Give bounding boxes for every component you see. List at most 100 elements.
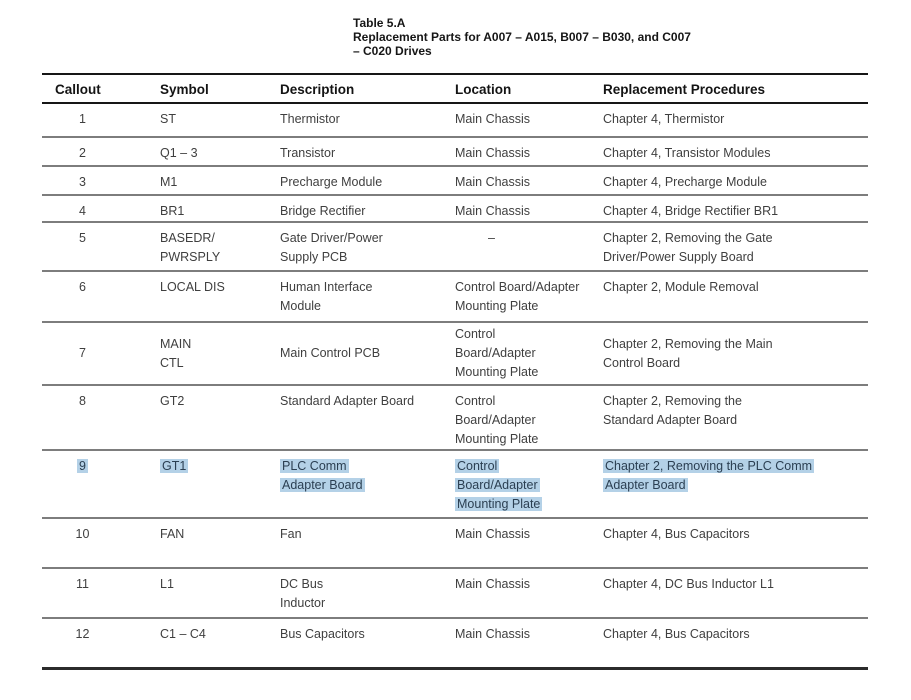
cell-procedures: Chapter 2, Removing the Standard Adapter … xyxy=(603,385,868,450)
highlighted-text: 9 xyxy=(77,459,88,473)
cell-symbol: GT1 xyxy=(160,450,280,518)
highlighted-text: PLC Comm xyxy=(280,459,349,473)
cell-procedures: Chapter 4, Thermistor xyxy=(603,103,868,137)
cell-text: Chapter 4, Bus Capacitors xyxy=(603,627,750,641)
cell-text: Mounting Plate xyxy=(455,299,539,313)
cell-text: 2 xyxy=(79,146,86,160)
cell-procedures: Chapter 4, Transistor Modules xyxy=(603,137,868,166)
cell-text: Control xyxy=(455,394,496,408)
cell-text: DC Bus xyxy=(280,577,324,591)
cell-location: Main Chassis xyxy=(455,166,603,195)
table-title: Table 5.A Replacement Parts for A007 – A… xyxy=(353,16,691,58)
cell-location: Control Board/Adapter Mounting Plate xyxy=(455,322,603,385)
cell-location: Control Board/Adapter Mounting Plate xyxy=(455,450,603,518)
column-header-description: Description xyxy=(280,74,455,104)
cell-text: 10 xyxy=(75,527,90,541)
highlighted-text: Adapter Board xyxy=(603,478,688,492)
cell-text: Chapter 2, Removing the Gate xyxy=(603,231,773,245)
cell-text: 6 xyxy=(79,280,86,294)
cell-callout: 6 xyxy=(42,271,160,322)
cell-description: Main Control PCB xyxy=(280,322,455,385)
cell-text: Standard Adapter Board xyxy=(280,394,415,408)
cell-text: FAN xyxy=(160,527,185,541)
cell-text: Fan xyxy=(280,527,302,541)
cell-text: 7 xyxy=(79,346,86,360)
highlighted-text: Chapter 2, Removing the PLC Comm xyxy=(603,459,815,473)
column-header-location: Location xyxy=(455,74,603,104)
cell-description: Bus Capacitors xyxy=(280,618,455,668)
cell-location: – xyxy=(455,222,603,271)
cell-description: DC Bus Inductor xyxy=(280,568,455,618)
cell-text: Supply PCB xyxy=(280,250,348,264)
cell-description: Fan xyxy=(280,518,455,568)
cell-text: Control Board xyxy=(603,355,681,370)
cell-procedures: Chapter 2, Module Removal xyxy=(603,271,868,322)
cell-text: Gate Driver/Power xyxy=(280,231,383,245)
cell-text: Bridge Rectifier xyxy=(280,204,366,218)
table-row: 6 LOCAL DIS Human Interface Module Control B… xyxy=(42,271,868,322)
cell-text: PWRSPLY xyxy=(160,250,221,264)
cell-text: 5 xyxy=(79,231,86,245)
cell-callout: 10 xyxy=(42,518,160,568)
table-row: 7 MAIN CTL Main Control PCB Control Board/Ada… xyxy=(42,322,868,385)
cell-callout: 2 xyxy=(42,137,160,166)
cell-text: Inductor xyxy=(280,596,326,610)
cell-text: Main Chassis xyxy=(455,112,531,126)
cell-procedures: Chapter 4, Bus Capacitors xyxy=(603,618,868,668)
cell-text: Chapter 4, Bridge Rectifier BR1 xyxy=(603,204,779,218)
cell-text: M1 xyxy=(160,175,178,189)
cell-procedures: Chapter 4, Bus Capacitors xyxy=(603,518,868,568)
highlighted-text: Board/Adapter xyxy=(455,478,540,492)
parts-table-body: 1 ST Thermistor Main Chassis Chapter 4, Ther… xyxy=(42,103,868,668)
cell-text: 12 xyxy=(75,627,90,641)
column-header-symbol: Symbol xyxy=(160,74,280,104)
table-row: 8 GT2 Standard Adapter Board Control Board/A… xyxy=(42,385,868,450)
highlighted-text: Adapter Board xyxy=(280,478,365,492)
cell-callout: 12 xyxy=(42,618,160,668)
cell-text: GT2 xyxy=(160,394,185,408)
cell-text: Control xyxy=(455,327,496,341)
cell-description: Standard Adapter Board xyxy=(280,385,455,450)
cell-procedures: Chapter 4, DC Bus Inductor L1 xyxy=(603,568,868,618)
cell-text: Main Chassis xyxy=(455,577,531,591)
cell-text: Board/Adapter xyxy=(455,346,536,360)
table-row: 12 C1 – C4 Bus Capacitors Main Chassis Chapt… xyxy=(42,618,868,668)
cell-text: Bus Capacitors xyxy=(280,627,365,641)
cell-symbol: MAIN CTL xyxy=(160,322,280,385)
cell-text: Precharge Module xyxy=(280,175,383,189)
cell-text: Transistor xyxy=(280,146,336,160)
cell-symbol: GT2 xyxy=(160,385,280,450)
cell-callout: 5 xyxy=(42,222,160,271)
cell-callout: 9 xyxy=(42,450,160,518)
cell-text: Chapter 2, Removing the xyxy=(603,394,742,408)
cell-symbol: FAN xyxy=(160,518,280,568)
cell-symbol: L1 xyxy=(160,568,280,618)
cell-symbol: BASEDR/PWRSPLY xyxy=(160,222,280,271)
cell-symbol: C1 – C4 xyxy=(160,618,280,668)
cell-text: Mounting Plate xyxy=(455,432,539,446)
table-row: 2 Q1 – 3 Transistor Main Chassis Chapter 4, … xyxy=(42,137,868,166)
highlighted-text: Mounting Plate xyxy=(455,497,543,511)
cell-text: – xyxy=(488,231,495,245)
cell-text: Chapter 4, Transistor Modules xyxy=(603,146,771,160)
cell-text: BR1 xyxy=(160,204,185,218)
table-row-selected: 9 GT1 PLC Comm Adapter Board Control Board/Ad… xyxy=(42,450,868,518)
cell-description: Gate Driver/Power Supply PCB xyxy=(280,222,455,271)
table-title-line-2: Replacement Parts for A007 – A015, B007 … xyxy=(353,30,691,44)
cell-description: Bridge Rectifier xyxy=(280,195,455,222)
cell-text: ST xyxy=(160,112,176,126)
table-row: 3 M1 Precharge Module Main Chassis Chapter 4… xyxy=(42,166,868,195)
table-row: 10 FAN Fan Main Chassis Chapter 4, Bus Capac… xyxy=(42,518,868,568)
cell-location: Main Chassis xyxy=(455,103,603,137)
cell-text: BASEDR/ xyxy=(160,231,215,245)
cell-text: Chapter 4, Precharge Module xyxy=(603,175,767,189)
cell-procedures: Chapter 4, Precharge Module xyxy=(603,166,868,195)
cell-text: Module xyxy=(280,299,321,313)
cell-text: 3 xyxy=(79,175,86,189)
cell-location: Control Board/Adapter Mounting Plate xyxy=(455,385,603,450)
cell-text: Main Control PCB xyxy=(280,346,381,360)
cell-callout: 1 xyxy=(42,103,160,137)
cell-callout: 11 xyxy=(42,568,160,618)
cell-symbol: ST xyxy=(160,103,280,137)
